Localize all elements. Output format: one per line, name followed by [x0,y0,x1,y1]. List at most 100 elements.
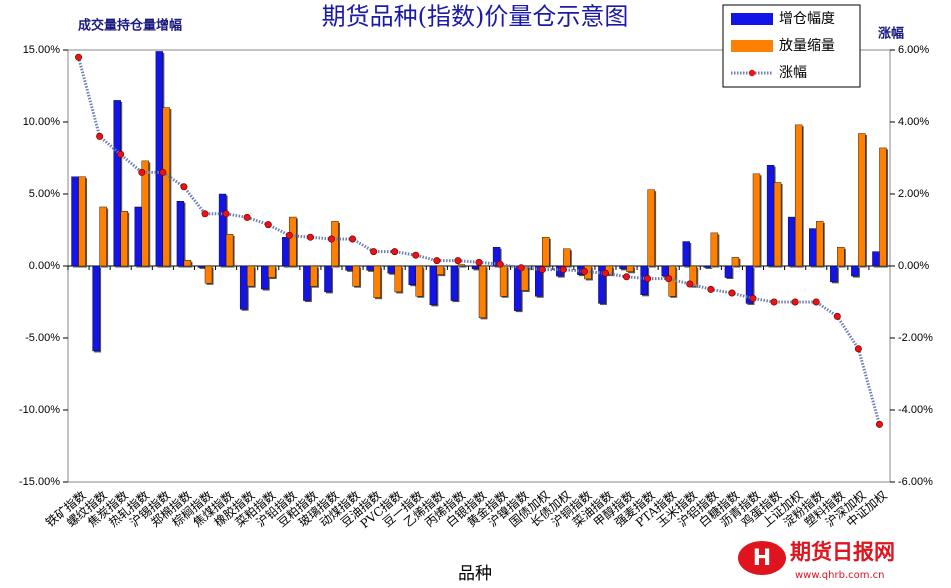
bar [731,257,740,267]
bar [773,182,782,267]
bar [218,193,227,267]
bar [282,236,290,267]
bar [492,247,501,267]
bar [345,265,353,271]
line-marker [243,213,251,221]
bar [331,221,339,267]
bar [752,173,761,267]
bar [471,265,480,270]
bar [661,265,669,277]
y2-tick-label: 2.00% [898,188,929,200]
y2-tick-label: -6.00% [898,476,933,488]
line-marker [623,273,631,281]
bar [851,265,859,277]
bar [710,232,719,267]
bar-shadow [459,266,467,268]
line-marker [601,269,609,277]
bar [429,265,438,306]
legend-label: 涨幅 [779,65,807,81]
line-marker [665,275,673,283]
bar [303,265,311,301]
line-marker [327,235,335,243]
bar [141,160,149,267]
line-marker [812,298,820,306]
line-marker [644,275,652,283]
line-marker [306,233,314,241]
line-marker [728,289,736,297]
bar [324,265,332,293]
bar [872,251,880,267]
y-tick-label: 0.00% [29,260,60,272]
bar [162,107,171,267]
bar [204,265,213,284]
line-marker [75,53,83,61]
bar [520,265,529,291]
x-axis-title: 品种 [458,564,492,584]
line-marker [770,298,778,306]
bar [246,265,255,287]
y2-axis-title: 涨幅 [877,26,904,42]
line-marker [433,257,441,265]
bar [830,265,838,283]
bar [478,265,487,319]
bar [310,265,318,287]
line-marker [517,264,525,272]
line-marker [412,251,420,259]
bar [794,124,803,267]
y-tick-label: 10.00% [23,116,61,128]
legend-label: 放量缩量 [779,38,835,54]
bar-shadow [199,267,207,269]
bar [703,265,712,268]
line-marker [559,266,567,274]
bar [261,265,269,290]
bar [415,265,423,297]
line-marker [96,132,104,140]
bar [513,265,522,311]
line-marker [686,280,694,288]
line-marker [854,345,862,353]
bar-shadow [705,267,713,269]
bar [499,265,508,297]
y-tick-label: -10.00% [19,404,60,416]
bar [387,265,395,274]
line-marker [201,210,209,218]
bar [134,206,142,267]
bar [450,265,459,301]
y2-tick-label: 4.00% [898,116,929,128]
bar [197,265,206,268]
bar [563,248,571,267]
bar [626,265,634,272]
y2-tick-label: 0.00% [898,260,929,272]
bar [155,51,164,267]
bar [352,265,360,287]
bar [394,265,402,293]
y2-tick-label: -2.00% [898,332,933,344]
bar [858,133,866,267]
bar [619,265,627,270]
chart-title: 期货品种(指数)价量仓示意图 [322,3,629,31]
bar [239,265,248,310]
legend-marker [748,69,756,77]
y-tick-label: 15.00% [23,44,61,56]
y-tick-label: -5.00% [25,332,60,344]
bar [598,265,606,304]
watermark-url: www.qhrb.com.cn [795,570,885,581]
bar [816,221,824,267]
watermark: 期货日报网 [790,540,895,564]
line-marker [138,168,146,176]
line-marker [349,235,357,243]
bar [724,265,733,278]
y2-tick-label: 6.00% [898,44,929,56]
line-marker [285,231,293,239]
legend-swatch [731,13,773,25]
bar [879,147,887,267]
line-marker [391,248,399,256]
bar [183,260,192,267]
line-marker [454,257,462,265]
bar [647,189,655,267]
line-marker [370,248,378,256]
bar [268,265,276,278]
line-marker [875,420,883,428]
line-marker [580,267,588,275]
